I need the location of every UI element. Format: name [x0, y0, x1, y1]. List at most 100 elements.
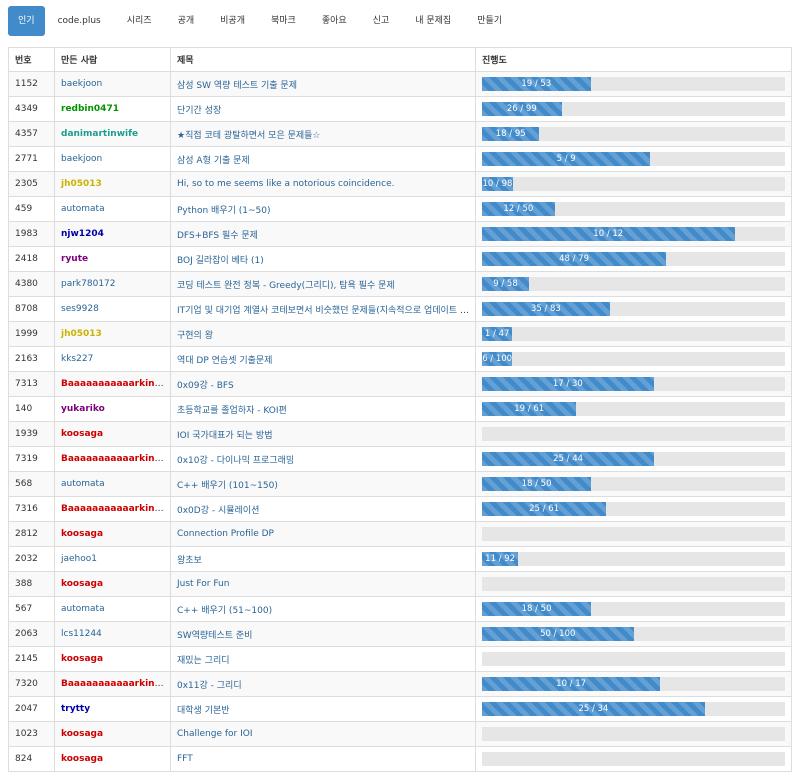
- workbook-title-link[interactable]: IT기업 및 대기업 계열사 코테보면서 비슷했던 문제들(지속적으로 업데이트…: [177, 305, 472, 316]
- maker-link[interactable]: koosaga: [61, 529, 104, 539]
- table-row: 2771 baekjoon 삼성 A형 기출 문제 5 / 9: [8, 146, 792, 172]
- maker-link[interactable]: redbin0471: [61, 104, 119, 114]
- progress-fill: 9 / 58: [482, 277, 530, 291]
- tab-bookmark[interactable]: 북마크: [270, 16, 296, 26]
- tab-series[interactable]: 시리즈: [126, 16, 152, 26]
- maker-link[interactable]: automata: [61, 479, 105, 489]
- workbook-id: 7319: [8, 446, 55, 472]
- tab-private[interactable]: 비공개: [220, 16, 245, 26]
- maker-link[interactable]: automata: [61, 604, 105, 614]
- maker-link[interactable]: automata: [61, 204, 105, 214]
- tab-public[interactable]: 공개: [177, 16, 195, 26]
- workbook-id: 1023: [8, 721, 55, 747]
- workbook-title-link[interactable]: Connection Profile DP: [177, 529, 274, 539]
- workbook-title-link[interactable]: FFT: [177, 754, 193, 764]
- workbook-title-link[interactable]: 코딩 테스트 완전 정복 - Greedy(그리디), 탐욕 필수 문제: [177, 280, 395, 291]
- title-cell: 코딩 테스트 완전 정복 - Greedy(그리디), 탐욕 필수 문제: [170, 271, 476, 297]
- workbook-title-link[interactable]: Just For Fun: [177, 579, 230, 589]
- progress-bar: 26 / 99: [482, 102, 785, 116]
- title-cell: 0x10강 - 다이나믹 프로그래밍: [170, 446, 476, 472]
- maker-link[interactable]: jaehoo1: [61, 554, 97, 564]
- workbook-title-link[interactable]: 0x10강 - 다이나믹 프로그래밍: [177, 455, 295, 466]
- progress-bar: 1 / 47: [482, 327, 785, 341]
- title-cell: 삼성 A형 기출 문제: [170, 146, 476, 172]
- tab-report[interactable]: 신고: [372, 16, 390, 26]
- maker-link[interactable]: BaaaaaaaaaaarkingDog: [61, 454, 171, 464]
- maker-link[interactable]: ryute: [61, 254, 89, 264]
- workbook-title-link[interactable]: 역대 DP 연습셋 기출문제: [177, 355, 273, 366]
- workbook-title-link[interactable]: 0x11강 - 그리디: [177, 680, 242, 691]
- workbook-title-link[interactable]: Hi, so to me seems like a notorious coin…: [177, 179, 395, 189]
- workbook-title-link[interactable]: Challenge for IOI: [177, 729, 253, 739]
- workbook-title-link[interactable]: 삼성 A형 기출 문제: [177, 155, 250, 166]
- maker-link[interactable]: koosaga: [61, 429, 104, 439]
- problemset-tabs: 인기 code.plus 시리즈 공개 비공개 북마크 좋아요 신고 내 문제집…: [0, 4, 800, 38]
- table-row: 1152 baekjoon 삼성 SW 역량 테스트 기출 문제 19 / 53: [8, 71, 792, 97]
- table-row: 2812 koosaga Connection Profile DP: [8, 521, 792, 547]
- workbook-title-link[interactable]: C++ 배우기 (101~150): [177, 480, 278, 491]
- maker-link[interactable]: koosaga: [61, 579, 104, 589]
- maker-link[interactable]: BaaaaaaaaaaarkingDog: [61, 504, 171, 514]
- maker-link[interactable]: BaaaaaaaaaaarkingDog: [61, 679, 171, 689]
- maker-cell: koosaga: [54, 646, 171, 672]
- maker-link[interactable]: baekjoon: [61, 79, 103, 89]
- tab-code-plus[interactable]: code.plus: [57, 16, 101, 26]
- maker-link[interactable]: lcs11244: [61, 629, 102, 639]
- tab-popular[interactable]: 인기: [8, 6, 45, 36]
- maker-link[interactable]: trytty: [61, 704, 91, 714]
- workbook-title-link[interactable]: 단기간 성장: [177, 105, 222, 116]
- workbook-title-link[interactable]: 왕초보: [177, 555, 202, 566]
- maker-cell: BaaaaaaaaaaarkingDog: [54, 671, 171, 697]
- maker-link[interactable]: ses9928: [61, 304, 99, 314]
- workbook-title-link[interactable]: DFS+BFS 필수 문제: [177, 230, 258, 241]
- tab-my-workbooks[interactable]: 내 문제집: [415, 16, 452, 26]
- maker-link[interactable]: koosaga: [61, 729, 104, 739]
- maker-link[interactable]: koosaga: [61, 654, 104, 664]
- maker-cell: automata: [54, 596, 171, 622]
- progress-cell: [475, 421, 792, 447]
- maker-link[interactable]: jh05013: [61, 329, 102, 339]
- maker-link[interactable]: kks227: [61, 354, 94, 364]
- maker-cell: automata: [54, 196, 171, 222]
- maker-cell: koosaga: [54, 521, 171, 547]
- progress-fill: 17 / 30: [482, 377, 654, 391]
- progress-cell: [475, 646, 792, 672]
- workbook-id: 388: [8, 571, 55, 597]
- progress-cell: 19 / 61: [475, 396, 792, 422]
- title-cell: 재밌는 그리디: [170, 646, 476, 672]
- title-cell: 0x11강 - 그리디: [170, 671, 476, 697]
- progress-fill: 25 / 34: [482, 702, 705, 716]
- maker-link[interactable]: danimartinwife: [61, 129, 139, 139]
- workbook-id: 2047: [8, 696, 55, 722]
- progress-bar: [482, 752, 785, 766]
- workbook-title-link[interactable]: 0x09강 - BFS: [177, 380, 234, 391]
- header-id: 번호: [8, 47, 55, 72]
- maker-link[interactable]: jh05013: [61, 179, 102, 189]
- workbook-title-link[interactable]: 구현의 왕: [177, 330, 213, 341]
- workbook-title-link[interactable]: C++ 배우기 (51~100): [177, 605, 273, 616]
- workbook-title-link[interactable]: Python 배우기 (1~50): [177, 205, 271, 216]
- maker-link[interactable]: njw1204: [61, 229, 104, 239]
- workbook-title-link[interactable]: ★직접 코테 광탈하면서 모은 문제들☆: [177, 130, 321, 141]
- tab-create[interactable]: 만들기: [477, 16, 503, 26]
- progress-bar: 18 / 50: [482, 602, 785, 616]
- maker-link[interactable]: BaaaaaaaaaaarkingDog: [61, 379, 171, 389]
- workbook-title-link[interactable]: IOI 국가대표가 되는 방법: [177, 430, 273, 441]
- title-cell: Connection Profile DP: [170, 521, 476, 547]
- maker-link[interactable]: yukariko: [61, 404, 105, 414]
- tab-likes[interactable]: 좋아요: [321, 16, 347, 26]
- workbook-title-link[interactable]: 0x0D강 - 시뮬레이션: [177, 505, 260, 516]
- progress-bar: 50 / 100: [482, 627, 785, 641]
- workbook-title-link[interactable]: 대학생 기본반: [177, 705, 230, 716]
- workbook-title-link[interactable]: 재밌는 그리디: [177, 655, 230, 666]
- workbook-title-link[interactable]: 삼성 SW 역량 테스트 기출 문제: [177, 80, 297, 91]
- workbook-title-link[interactable]: 초등학교를 졸업하자 - KOI편: [177, 405, 287, 416]
- maker-link[interactable]: park780172: [61, 279, 116, 289]
- workbook-title-link[interactable]: SW역량테스트 준비: [177, 630, 253, 641]
- progress-bar: 5 / 9: [482, 152, 785, 166]
- workbook-title-link[interactable]: BOJ 길라잡이 베타 (1): [177, 255, 264, 266]
- maker-link[interactable]: koosaga: [61, 754, 104, 764]
- maker-link[interactable]: baekjoon: [61, 154, 103, 164]
- workbook-id: 2063: [8, 621, 55, 647]
- progress-bar: [482, 527, 785, 541]
